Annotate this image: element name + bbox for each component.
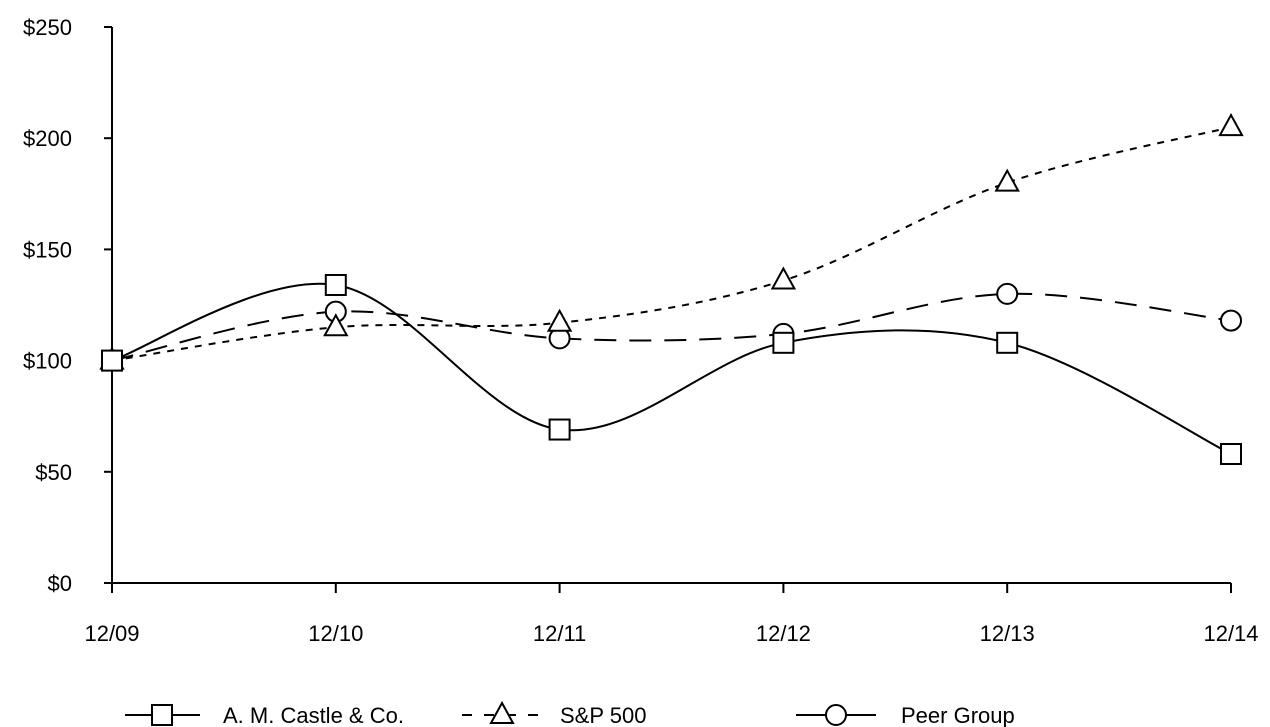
series-square [101,273,1242,466]
legend-item: Peer Group [796,703,1015,727]
legend-label: S&P 500 [560,703,646,727]
series-line [111,282,1232,455]
series-line [111,126,1232,362]
x-tick-label: 12/11 [533,621,586,646]
data-point-triangle [546,308,573,332]
legend-item: S&P 500 [462,700,646,727]
x-tick-label: 12/12 [756,621,811,646]
data-point-triangle [994,168,1020,192]
y-tick-label: $250 [23,15,72,40]
legend-item: A. M. Castle & Co. [125,703,404,727]
data-point-triangle [770,266,797,290]
series-layer [99,113,1244,466]
data-point-triangle [1218,113,1244,137]
legend: A. M. Castle & Co. S&P 500 Peer Group [125,700,1015,727]
legend-label: A. M. Castle & Co. [223,703,404,727]
series-line [111,292,1232,362]
y-tick-label: $50 [35,460,72,485]
x-tick-label: 12/13 [980,621,1035,646]
data-point-square [101,349,123,372]
y-tick-label: $150 [23,237,72,262]
data-point-square [772,331,795,354]
data-point-square [996,331,1019,354]
data-point-square [1220,443,1242,466]
y-tick-label: $200 [23,126,72,151]
data-point-circle [1220,309,1242,332]
series-circle [101,282,1242,372]
data-point-square [548,418,571,441]
data-point-triangle [323,313,349,337]
x-tick-label: 12/10 [308,621,363,646]
y-tick-label: $100 [23,349,72,374]
y-tick-label: $0 [48,571,72,596]
axes: $0 $50 $100 $150 $200 $250 12/09 12/10 12/11 12/1… [23,15,1258,646]
data-point-circle [996,282,1019,305]
legend-label: Peer Group [901,703,1015,727]
legend-marker-circle [825,704,847,726]
x-tick-label: 12/14 [1203,621,1258,646]
x-tick-label: 12/09 [84,621,139,646]
legend-marker-triangle [489,700,515,724]
series-triangle [99,113,1244,370]
data-point-square [324,273,347,296]
legend-marker-square [151,704,173,726]
